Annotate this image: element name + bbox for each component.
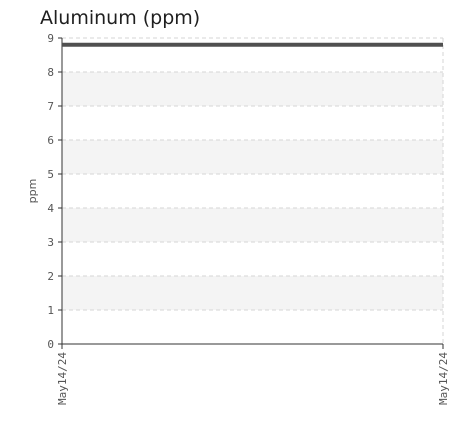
x-tick-label: May14/24 [437, 352, 450, 405]
y-tick-label: 1 [47, 304, 54, 317]
y-axis-label: ppm [26, 179, 39, 204]
background-band [62, 140, 443, 174]
y-tick-label: 3 [47, 236, 54, 249]
y-tick-label: 6 [47, 134, 54, 147]
background-bands [62, 72, 443, 310]
y-tick-label: 7 [47, 100, 54, 113]
background-band [62, 72, 443, 106]
y-tick-label: 5 [47, 168, 54, 181]
background-band [62, 276, 443, 310]
y-tick-label: 4 [47, 202, 54, 215]
chart-title: Aluminum (ppm) [40, 7, 201, 29]
x-tick-label: May14/24 [56, 352, 69, 405]
y-tick-label: 8 [47, 66, 54, 79]
x-ticks: May14/24 May14/24 [56, 344, 450, 405]
axes [61, 38, 443, 345]
y-tick-label: 0 [47, 338, 54, 351]
y-ticks: 0 1 2 3 4 5 6 7 8 9 [47, 32, 62, 351]
y-tick-label: 9 [47, 32, 54, 45]
y-tick-label: 2 [47, 270, 54, 283]
background-band [62, 208, 443, 242]
